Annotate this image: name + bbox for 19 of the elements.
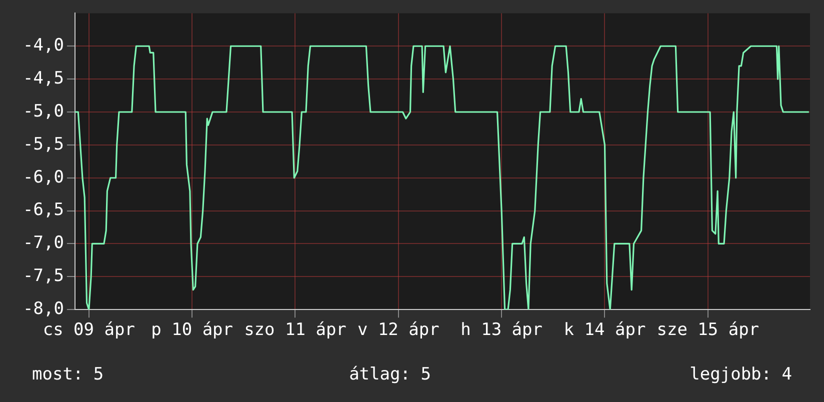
- y-tick-label: -7,5: [22, 266, 64, 286]
- y-tick-label: -4,0: [22, 36, 64, 56]
- y-tick-label: -6,0: [22, 167, 64, 188]
- x-tick-label: szo 11 ápr: [244, 320, 346, 340]
- x-tick-label: p 10 ápr: [151, 320, 234, 340]
- text: átlag: 5: [349, 364, 431, 384]
- y-tick-label: -7,0: [22, 233, 64, 254]
- x-tick-label: sze 15 ápr: [656, 320, 760, 340]
- y-tick-label: -5,0: [22, 101, 64, 122]
- y-tick-label: -8,0: [22, 299, 64, 320]
- x-tick-label: h 13 ápr: [460, 320, 543, 340]
- text: legjobb: 4: [690, 364, 792, 384]
- y-tick-label: -5,5: [22, 134, 64, 154]
- x-tick-label: cs 09 ápr: [42, 320, 135, 340]
- y-tick-label: -6,5: [22, 200, 64, 220]
- y-tick-label: -4,5: [22, 68, 64, 88]
- text: most: 5: [32, 364, 104, 384]
- x-tick-label: k 14 ápr: [564, 320, 646, 340]
- x-tick-label: v 12 ápr: [357, 320, 440, 340]
